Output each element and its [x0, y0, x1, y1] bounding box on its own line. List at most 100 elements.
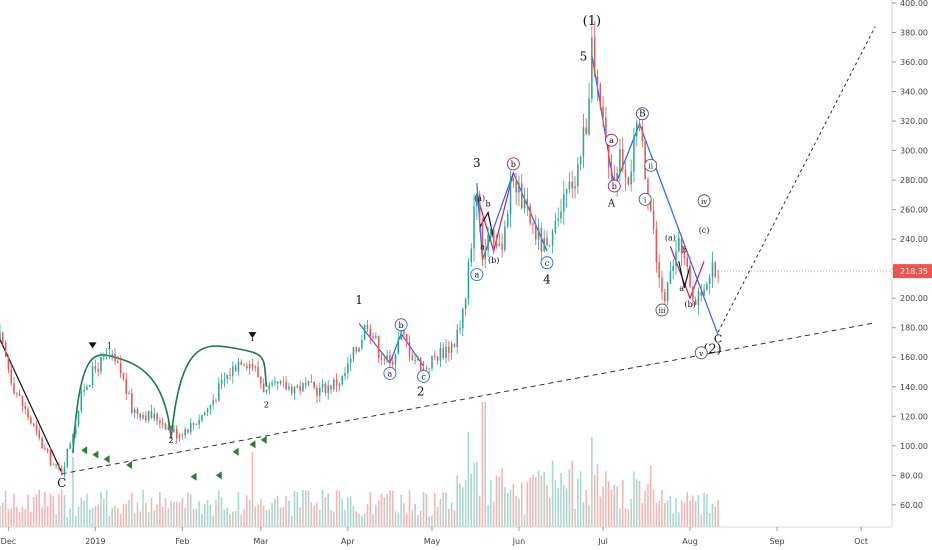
- volume-bar: [97, 504, 99, 527]
- volume-bars: [0, 402, 719, 527]
- volume-bar: [546, 484, 548, 527]
- candle-body: [366, 325, 369, 330]
- signal-markers: [81, 332, 267, 481]
- volume-bar: [184, 507, 186, 527]
- volume-bar: [27, 494, 29, 527]
- candle-body: [248, 364, 251, 369]
- volume-bar: [276, 496, 279, 527]
- candle-body: [563, 194, 565, 212]
- volume-bar: [88, 509, 91, 527]
- volume-bar: [680, 500, 683, 527]
- green-arrow-icon: [126, 461, 133, 469]
- candle-body: [313, 381, 315, 388]
- candle-body: [307, 381, 310, 385]
- cycle-arc: [72, 354, 172, 454]
- candles: [0, 20, 719, 478]
- volume-bar: [647, 484, 649, 527]
- wave-count-circle: [506, 157, 520, 171]
- candle-body: [175, 428, 178, 439]
- candle-body: [226, 374, 228, 380]
- volume-bar: [52, 496, 55, 527]
- volume-bar: [164, 498, 167, 527]
- volume-bar: [408, 490, 411, 527]
- volume-bar: [549, 498, 551, 527]
- candle-body: [142, 415, 144, 419]
- candle-body: [128, 393, 130, 394]
- volume-bar: [307, 490, 310, 527]
- candle-body: [672, 265, 674, 272]
- candle-body: [2, 332, 4, 343]
- candle-body: [117, 361, 119, 364]
- price-tick-label: 120.00: [900, 412, 928, 421]
- volume-bar: [203, 503, 206, 527]
- volume-bar: [672, 513, 674, 527]
- candle-body: [86, 386, 88, 390]
- candle-body: [97, 369, 99, 372]
- volume-bar: [591, 437, 593, 527]
- volume-bar: [481, 402, 484, 527]
- candle-body: [58, 464, 60, 469]
- volume-bar: [661, 489, 663, 527]
- candle-body: [534, 225, 537, 240]
- volume-bar: [349, 496, 352, 527]
- support-trendline: [61, 322, 873, 475]
- volume-bar: [282, 506, 285, 527]
- volume-bar: [145, 502, 147, 527]
- candle-body: [184, 429, 186, 436]
- wave-count-label: b: [682, 245, 687, 254]
- green-arrow-icon: [81, 446, 88, 455]
- candle-body: [638, 122, 641, 127]
- wave-count-label: iii: [659, 307, 666, 315]
- volume-bar: [509, 489, 512, 527]
- candle-body: [655, 228, 658, 263]
- volume-bar: [100, 491, 102, 527]
- candle-body: [232, 366, 234, 376]
- volume-bar: [369, 491, 372, 527]
- candle-body: [203, 412, 206, 415]
- volume-bar: [299, 507, 301, 527]
- volume-bar: [403, 503, 405, 527]
- candle-body: [55, 464, 57, 466]
- candle-body: [13, 383, 15, 394]
- volume-bar: [652, 489, 655, 527]
- volume-bar: [492, 501, 495, 527]
- volume-bar: [683, 502, 686, 527]
- candle-body: [218, 383, 220, 401]
- candle-body: [161, 423, 164, 424]
- volume-bar: [627, 509, 630, 527]
- candle-body: [304, 382, 307, 385]
- volume-bar: [206, 499, 209, 527]
- volume-bar: [16, 507, 18, 527]
- volume-bar: [515, 495, 517, 527]
- time-tick-label: Mar: [253, 537, 269, 546]
- time-tick-label: Sep: [769, 537, 784, 546]
- volume-bar: [313, 505, 315, 527]
- volume-bar: [344, 510, 346, 527]
- candle-body: [652, 210, 655, 229]
- wave-count-circle: [383, 367, 397, 380]
- volume-bar: [111, 507, 113, 527]
- candle-body: [32, 423, 35, 426]
- candle-body: [265, 389, 268, 393]
- candle-body: [139, 413, 142, 419]
- volume-bar: [7, 509, 10, 527]
- candle-body: [49, 450, 52, 465]
- candle-body: [324, 383, 327, 394]
- candle-body: [386, 355, 388, 361]
- volume-bar: [257, 504, 259, 527]
- volume-bar: [700, 514, 703, 527]
- candle-body: [181, 434, 184, 436]
- volume-bar: [66, 516, 69, 527]
- volume-bar: [91, 507, 94, 527]
- volume-bar: [574, 508, 576, 527]
- candle-body: [478, 193, 481, 221]
- volume-bar: [708, 512, 711, 527]
- volume-bar: [537, 470, 540, 527]
- volume-bar: [624, 508, 627, 527]
- candle-body: [484, 250, 487, 260]
- wave-labels: C121212345(1)(2)abcabc(a)(b)baabABiiiiii…: [57, 14, 722, 490]
- wave-count-label: c: [421, 372, 426, 381]
- volume-bar: [593, 475, 596, 527]
